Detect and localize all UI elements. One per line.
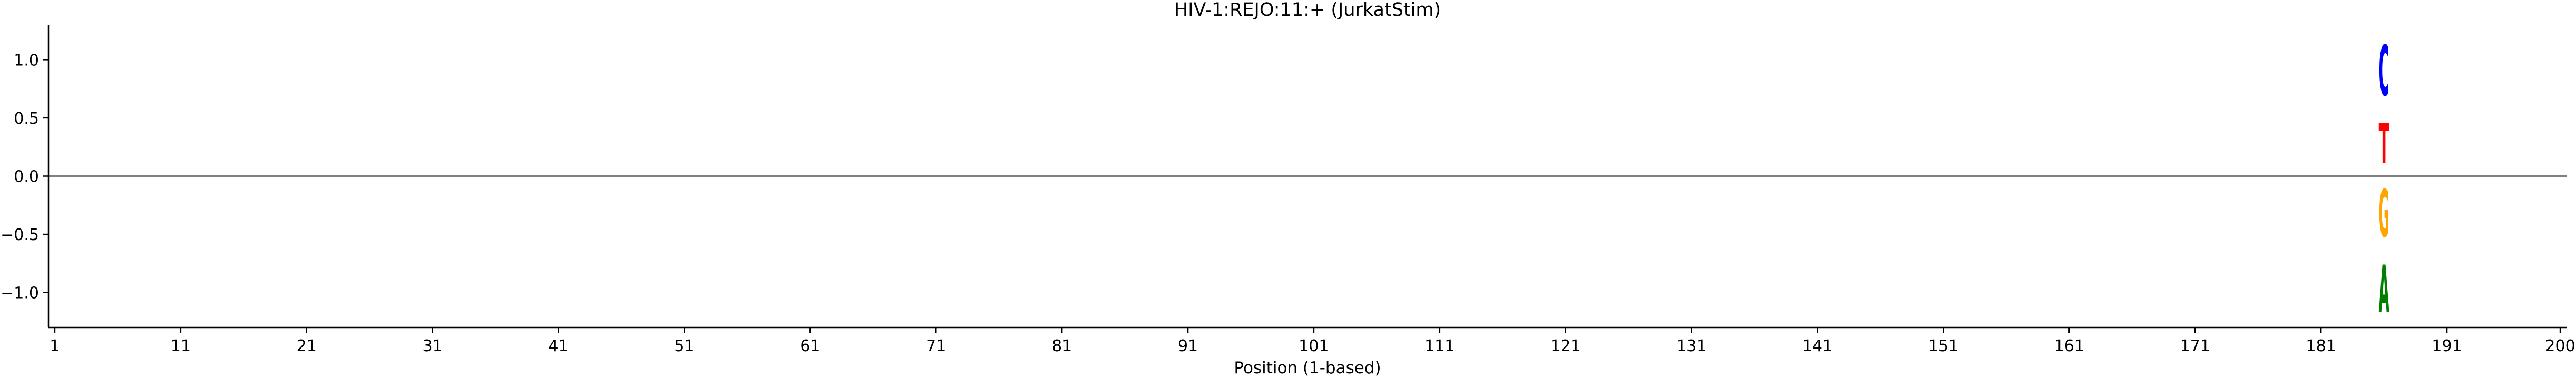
x-tick-label: 31 — [423, 337, 443, 355]
x-tick-label: 191 — [2432, 337, 2462, 355]
y-tick-label: 0.0 — [14, 168, 39, 186]
y-tick-label: 1.0 — [14, 51, 39, 69]
x-tick-label: 181 — [2306, 337, 2336, 355]
x-tick-label: 121 — [1550, 337, 1580, 355]
logo-letter-glyph: T — [2379, 113, 2389, 176]
x-tick-label: 200 — [2545, 337, 2575, 355]
x-tick-label: 41 — [548, 337, 568, 355]
chart-title: HIV-1:REJO:11:+ (JurkatStim) — [1174, 0, 1441, 21]
x-tick-label: 161 — [2054, 337, 2084, 355]
x-tick-label: 61 — [800, 337, 820, 355]
logo-letter-glyph: G — [2379, 176, 2389, 252]
x-tick-label: 141 — [1802, 337, 1832, 355]
x-tick-label: 21 — [297, 337, 317, 355]
x-tick-label: 51 — [674, 337, 694, 355]
x-tick-label: 71 — [926, 337, 946, 355]
y-tick-label: −0.5 — [1, 226, 39, 244]
logo-letter-glyph: A — [2379, 252, 2389, 327]
logo-letter-c: C — [2379, 31, 2389, 112]
y-tick-label: 0.5 — [14, 110, 39, 128]
x-tick-label: 101 — [1299, 337, 1329, 355]
x-tick-label: 91 — [1178, 337, 1198, 355]
logo-letter-a: A — [2379, 252, 2389, 327]
x-tick-label: 11 — [171, 337, 191, 355]
x-tick-label: 171 — [2180, 337, 2210, 355]
x-tick-label: 151 — [1928, 337, 1958, 355]
axes: 1.00.50.0−0.5−1.01 11 21 31 41 51 61 71 81 91 101 1… — [1, 25, 2575, 355]
x-tick-label: 111 — [1424, 337, 1455, 355]
logo-letter-g: G — [2379, 176, 2389, 252]
logo-letter-t: T — [2379, 113, 2389, 176]
y-tick-label: −1.0 — [1, 284, 39, 303]
logo-letter-glyph: C — [2379, 31, 2389, 112]
x-tick-label: 81 — [1052, 337, 1072, 355]
x-tick-label: 131 — [1676, 337, 1706, 355]
x-axis-title: Position (1-based) — [1234, 359, 1381, 377]
x-tick-label: 1 — [50, 337, 60, 355]
